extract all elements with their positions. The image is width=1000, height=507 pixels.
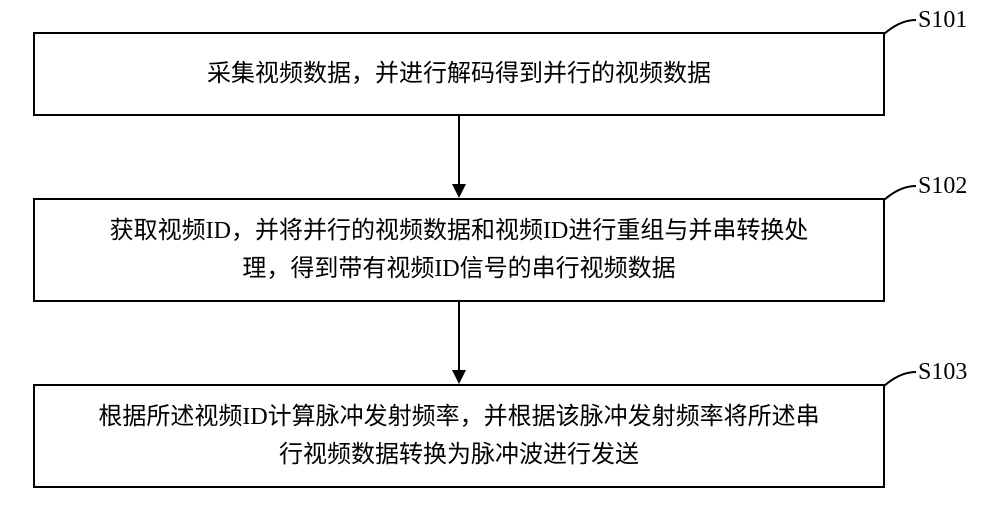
step-label-s103: S103	[918, 359, 967, 386]
step-text-s102: 获取视频ID，并将并行的视频数据和视频ID进行重组与并串转换处 理，得到带有视频…	[110, 212, 809, 289]
step-label-s102: S102	[918, 173, 967, 200]
step-box-s102: 获取视频ID，并将并行的视频数据和视频ID进行重组与并串转换处 理，得到带有视频…	[33, 198, 885, 302]
step-box-s101: 采集视频数据，并进行解码得到并行的视频数据	[33, 32, 885, 116]
flowchart-canvas: 采集视频数据，并进行解码得到并行的视频数据 S101 获取视频ID，并将并行的视…	[0, 0, 1000, 507]
step-box-s103: 根据所述视频ID计算脉冲发射频率，并根据该脉冲发射频率将所述串 行视频数据转换为…	[33, 384, 885, 488]
step-label-s101: S101	[918, 7, 967, 34]
step-text-s101: 采集视频数据，并进行解码得到并行的视频数据	[207, 55, 711, 93]
step-text-s103: 根据所述视频ID计算脉冲发射频率，并根据该脉冲发射频率将所述串 行视频数据转换为…	[98, 398, 819, 475]
